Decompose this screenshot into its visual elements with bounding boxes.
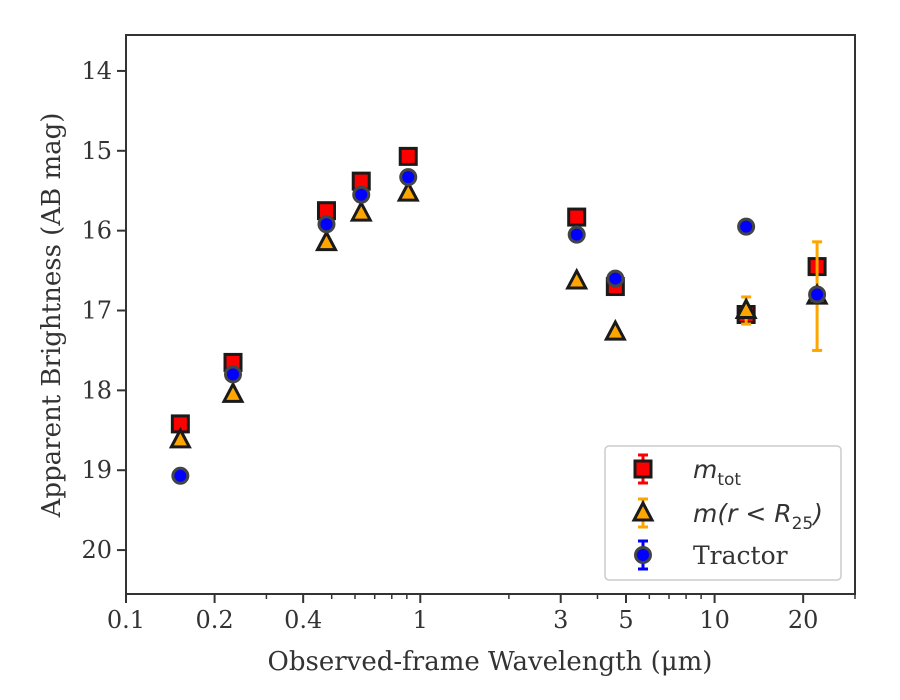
- series-circle: [171, 168, 827, 485]
- plot-frame: [125, 34, 856, 595]
- legend-label-circle: Tractor: [693, 541, 788, 570]
- x-tick-label: 10: [699, 606, 730, 634]
- y-tick-label: 18: [81, 376, 112, 404]
- y-axis-label: Apparent Brightness (AB mag): [37, 113, 67, 519]
- x-axis-label: Observed-frame Wavelength (μm): [268, 647, 713, 677]
- x-tick-label: 0.1: [107, 606, 145, 634]
- data-point-circle-0: [171, 466, 190, 485]
- data-point-triangle-2: [314, 229, 338, 252]
- legend-box: [604, 445, 842, 581]
- data-point-circle-4: [399, 168, 418, 187]
- data-point-circle-2: [317, 215, 336, 234]
- data-point-square-4: [398, 146, 418, 166]
- legend-entry-circle: Tractor: [634, 539, 788, 571]
- data-point-triangle-3: [349, 199, 373, 222]
- data-point-triangle-5: [565, 267, 589, 290]
- legend-marker-circle: [634, 546, 652, 564]
- x-tick-label: 0.4: [284, 606, 322, 634]
- data-point-circle-3: [352, 185, 371, 204]
- data-point-circle-7: [737, 217, 756, 236]
- data-point-circle-1: [224, 365, 243, 384]
- x-tick-label: 1: [413, 606, 428, 634]
- legend: mtot m(r < R25) Tractor: [604, 445, 842, 581]
- y-tick-label: 19: [81, 456, 112, 484]
- y-tick-label: 15: [81, 137, 112, 165]
- y-tick-label: 16: [81, 217, 112, 245]
- data-point-triangle-7: [734, 297, 758, 320]
- series-square: [170, 146, 827, 434]
- x-tick-label: 20: [788, 606, 819, 634]
- x-tick-label: 5: [618, 606, 633, 634]
- data-point-triangle-1: [221, 381, 245, 403]
- y-tick-label: 17: [81, 297, 112, 325]
- legend-marker-triangle: [631, 499, 655, 522]
- y-tick-label: 14: [81, 57, 112, 85]
- legend-label-triangle: m(r < R25): [693, 499, 823, 534]
- legend-marker-square: [633, 459, 653, 479]
- data-point-circle-5: [567, 225, 586, 244]
- legend-entry-triangle: m(r < R25): [631, 497, 823, 534]
- data-point-circle-6: [606, 269, 625, 288]
- legend-label-square: mtot: [693, 455, 741, 490]
- data-point-square-5: [567, 207, 587, 227]
- x-tick-label: 0.2: [196, 606, 234, 634]
- series-triangle: [168, 179, 829, 449]
- x-tick-label: 3: [553, 606, 568, 634]
- y-tick-label: 20: [81, 536, 112, 564]
- legend-entry-square: mtot: [633, 453, 741, 490]
- data-point-triangle-0: [168, 426, 192, 449]
- data-point-triangle-4: [396, 179, 420, 202]
- data-point-triangle-6: [603, 318, 627, 341]
- data-point-circle-8: [808, 285, 827, 304]
